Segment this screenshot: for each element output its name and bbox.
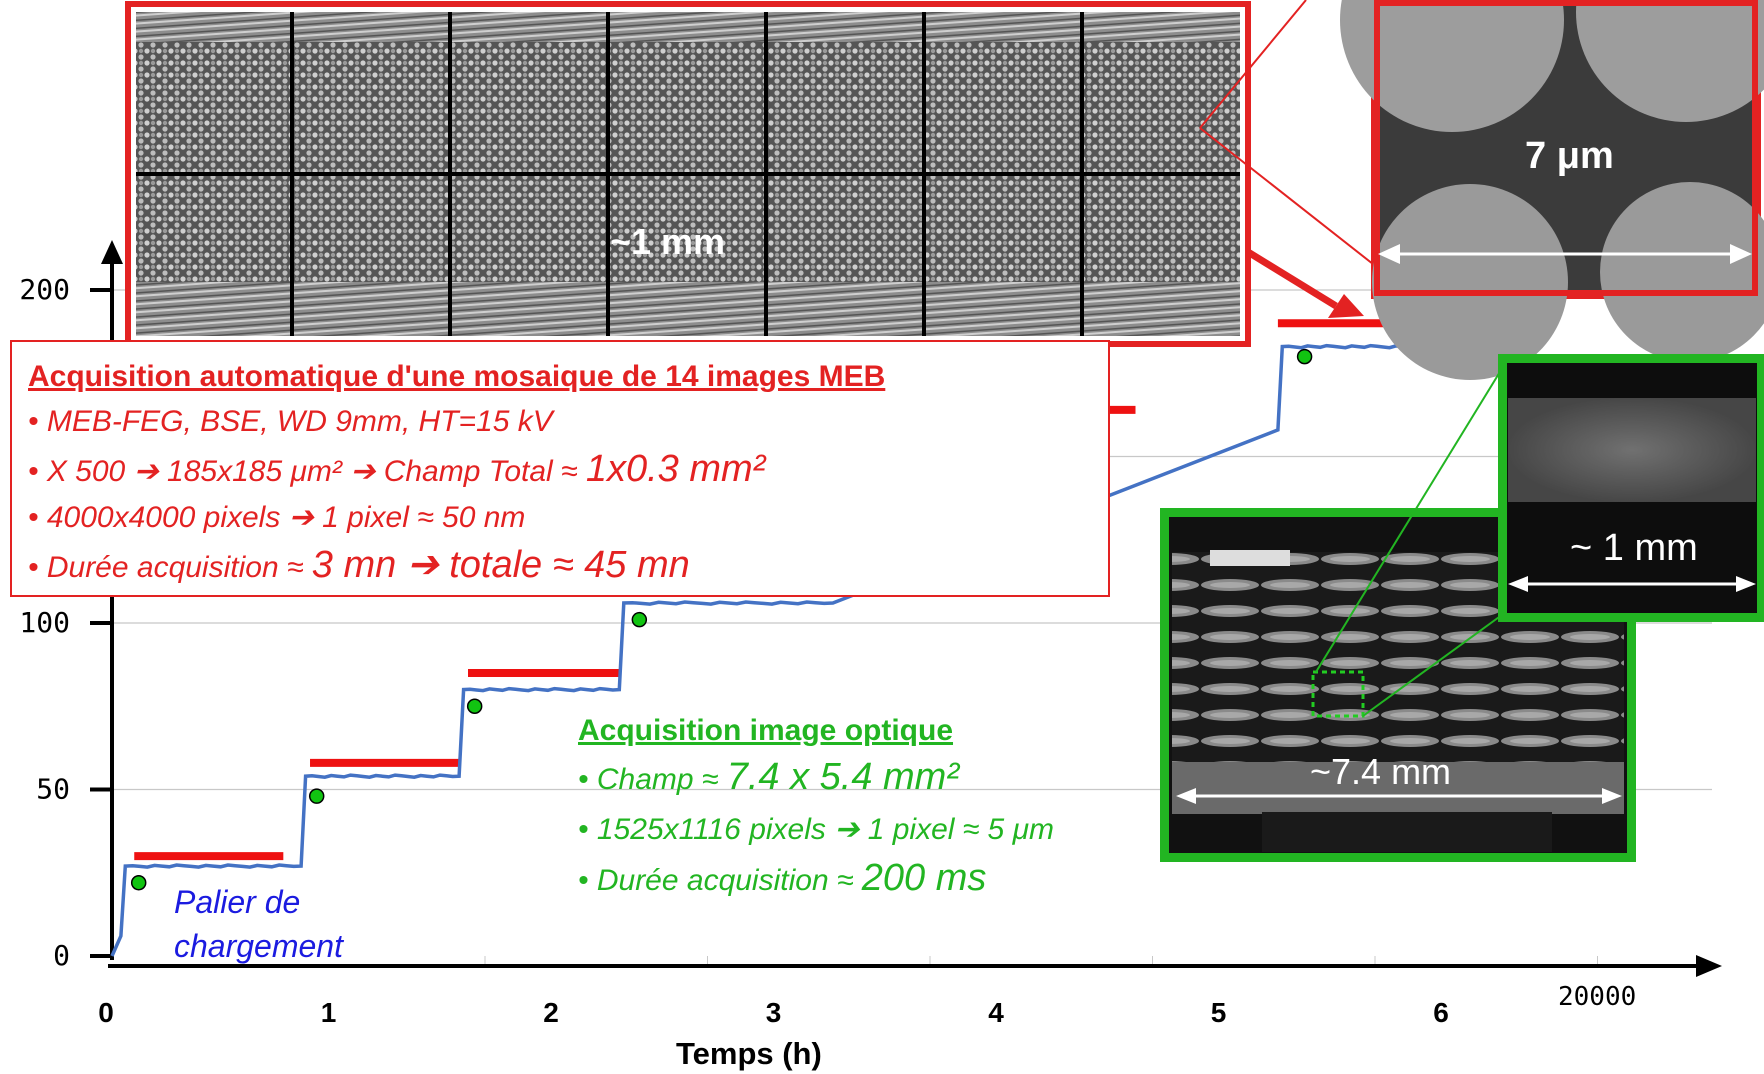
x-tick-label: 2 xyxy=(543,997,559,1028)
acquisition-point xyxy=(466,698,483,714)
pointer-arrow-head xyxy=(1328,294,1364,318)
sem-box-line3: • 4000x4000 pixels ➔ 1 pixel ≈ 50 nm xyxy=(28,501,526,534)
x-tick-label: 0 xyxy=(98,997,114,1028)
sem-box-line4: • Durée acquisition ≈ 3 mn ➔ totale ≈ 45… xyxy=(28,544,690,586)
y-axis-arrow xyxy=(101,240,123,264)
acquisition-point xyxy=(308,788,325,804)
x-tick-label: 6 xyxy=(1433,997,1449,1028)
optical-box-line3: • Durée acquisition ≈ 200 ms xyxy=(578,857,987,899)
acquisition-point xyxy=(1296,348,1313,365)
optical-box-line2: • 1525x1116 pixels ➔ 1 pixel ≈ 5 μm xyxy=(578,813,1055,846)
x-tick-label: 4 xyxy=(988,997,1004,1028)
y-tick-labels: 0 50 100 200 xyxy=(19,273,112,972)
x-tick-label: 3 xyxy=(766,997,782,1028)
optical-zoom-connector xyxy=(1362,611,1507,717)
y-tick-label: 200 xyxy=(19,273,70,306)
fiber-zoom-image: 7 μm xyxy=(1340,0,1764,380)
optical-image: ~7.4 mm xyxy=(1160,508,1636,862)
fiber-scale-label: 7 μm xyxy=(1525,135,1614,177)
optical-box-title: Acquisition image optique xyxy=(578,714,954,747)
x-extra-tick-label: 20000 xyxy=(1558,982,1636,1012)
y-tick-label: 100 xyxy=(19,606,70,639)
optical-zoom-image: ~ 1 mm xyxy=(1498,354,1764,622)
series-line xyxy=(110,273,1440,957)
optical-box-line1: • Champ ≈ 7.4 x 5.4 mm² xyxy=(578,756,959,798)
y-tick-label: 0 xyxy=(53,939,70,972)
optical-scale-label: ~7.4 mm xyxy=(1310,751,1451,792)
x-tick-label: 1 xyxy=(321,997,337,1028)
sem-box-line2: • X 500 ➔ 185x185 μm² ➔ Champ Total ≈ 1x… xyxy=(28,448,766,490)
zoom-connector xyxy=(1199,127,1379,269)
sem-mosaic-image: ~1 mm xyxy=(125,1,1251,347)
acquisition-point xyxy=(631,611,648,628)
optical-zoom-scale-label: ~ 1 mm xyxy=(1570,527,1698,569)
sem-box-title: Acquisition automatique d'une mosaique d… xyxy=(28,360,886,393)
sem-box-line1: • MEB-FEG, BSE, WD 9mm, HT=15 kV xyxy=(28,405,553,438)
x-tick-label: 5 xyxy=(1211,997,1227,1028)
x-axis-title: Temps (h) xyxy=(676,1036,822,1071)
x-axis-arrow xyxy=(1696,955,1722,977)
pointer-arrow-line xyxy=(1246,249,1338,309)
x-tick-labels: 0 1 2 3 4 5 6 20000 xyxy=(98,982,1636,1028)
load-step-label: Palier de chargement xyxy=(174,884,343,964)
acquisition-point xyxy=(130,874,147,891)
y-tick-label: 50 xyxy=(36,773,70,806)
optical-zoom-connector xyxy=(1315,361,1507,673)
zoom-connector xyxy=(1199,0,1307,129)
mosaic-scale-label: ~1 mm xyxy=(610,221,725,262)
sem-acquisition-box xyxy=(10,340,1110,597)
